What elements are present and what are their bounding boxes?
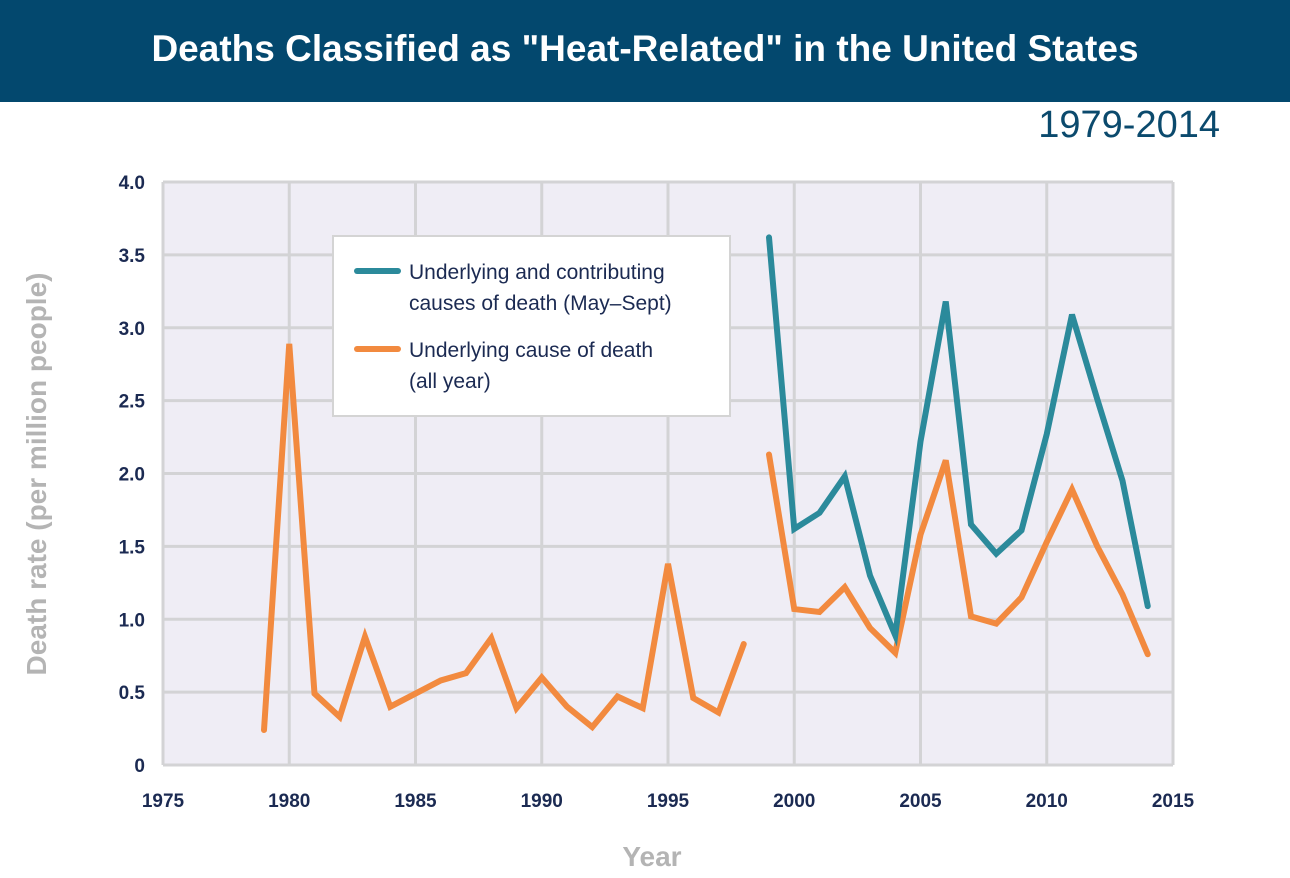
- legend-label-series-1-line-2: causes of death (May–Sept): [409, 292, 672, 315]
- y-tick-label: 3.0: [119, 319, 145, 340]
- x-tick-label: 2000: [773, 791, 815, 812]
- y-tick-label: 4.0: [119, 173, 145, 194]
- legend-label-series-2-line-2: (all year): [409, 370, 491, 393]
- legend-box: [332, 235, 731, 417]
- series-line-orange: [261, 343, 747, 734]
- legend: Underlying and contributing causes of de…: [332, 235, 731, 417]
- series-line-teal: [766, 234, 1151, 647]
- x-tick-label: 1980: [268, 791, 310, 812]
- y-axis-label: Death rate (per million people): [21, 273, 52, 676]
- y-tick-label: 0.5: [119, 683, 146, 704]
- y-tick-label: 2.0: [119, 465, 145, 486]
- chart-title: Deaths Classified as "Heat-Related" in t…: [151, 28, 1139, 69]
- y-tick-label: 1.5: [119, 537, 146, 558]
- y-tick-label: 2.5: [119, 392, 146, 413]
- x-tick-label: 1975: [142, 791, 185, 812]
- x-tick-label: 2010: [1026, 791, 1068, 812]
- x-tick-label: 2015: [1152, 791, 1195, 812]
- y-tick-label: 3.5: [119, 246, 146, 267]
- x-axis-label: Year: [622, 841, 681, 872]
- y-tick-label: 1.0: [119, 610, 145, 631]
- chart-subtitle: 1979-2014: [1038, 104, 1220, 146]
- x-tick-label: 2005: [899, 791, 942, 812]
- y-tick-label: 0: [134, 756, 145, 777]
- title-banner: Deaths Classified as "Heat-Related" in t…: [0, 0, 1290, 102]
- x-tick-label: 1985: [394, 791, 437, 812]
- x-tick-label: 1995: [647, 791, 690, 812]
- legend-label-series-1-line-1: Underlying and contributing: [409, 261, 665, 284]
- legend-label-series-2-line-1: Underlying cause of death: [409, 339, 653, 362]
- series-line-orange: [766, 451, 1151, 659]
- x-tick-label: 1990: [521, 791, 563, 812]
